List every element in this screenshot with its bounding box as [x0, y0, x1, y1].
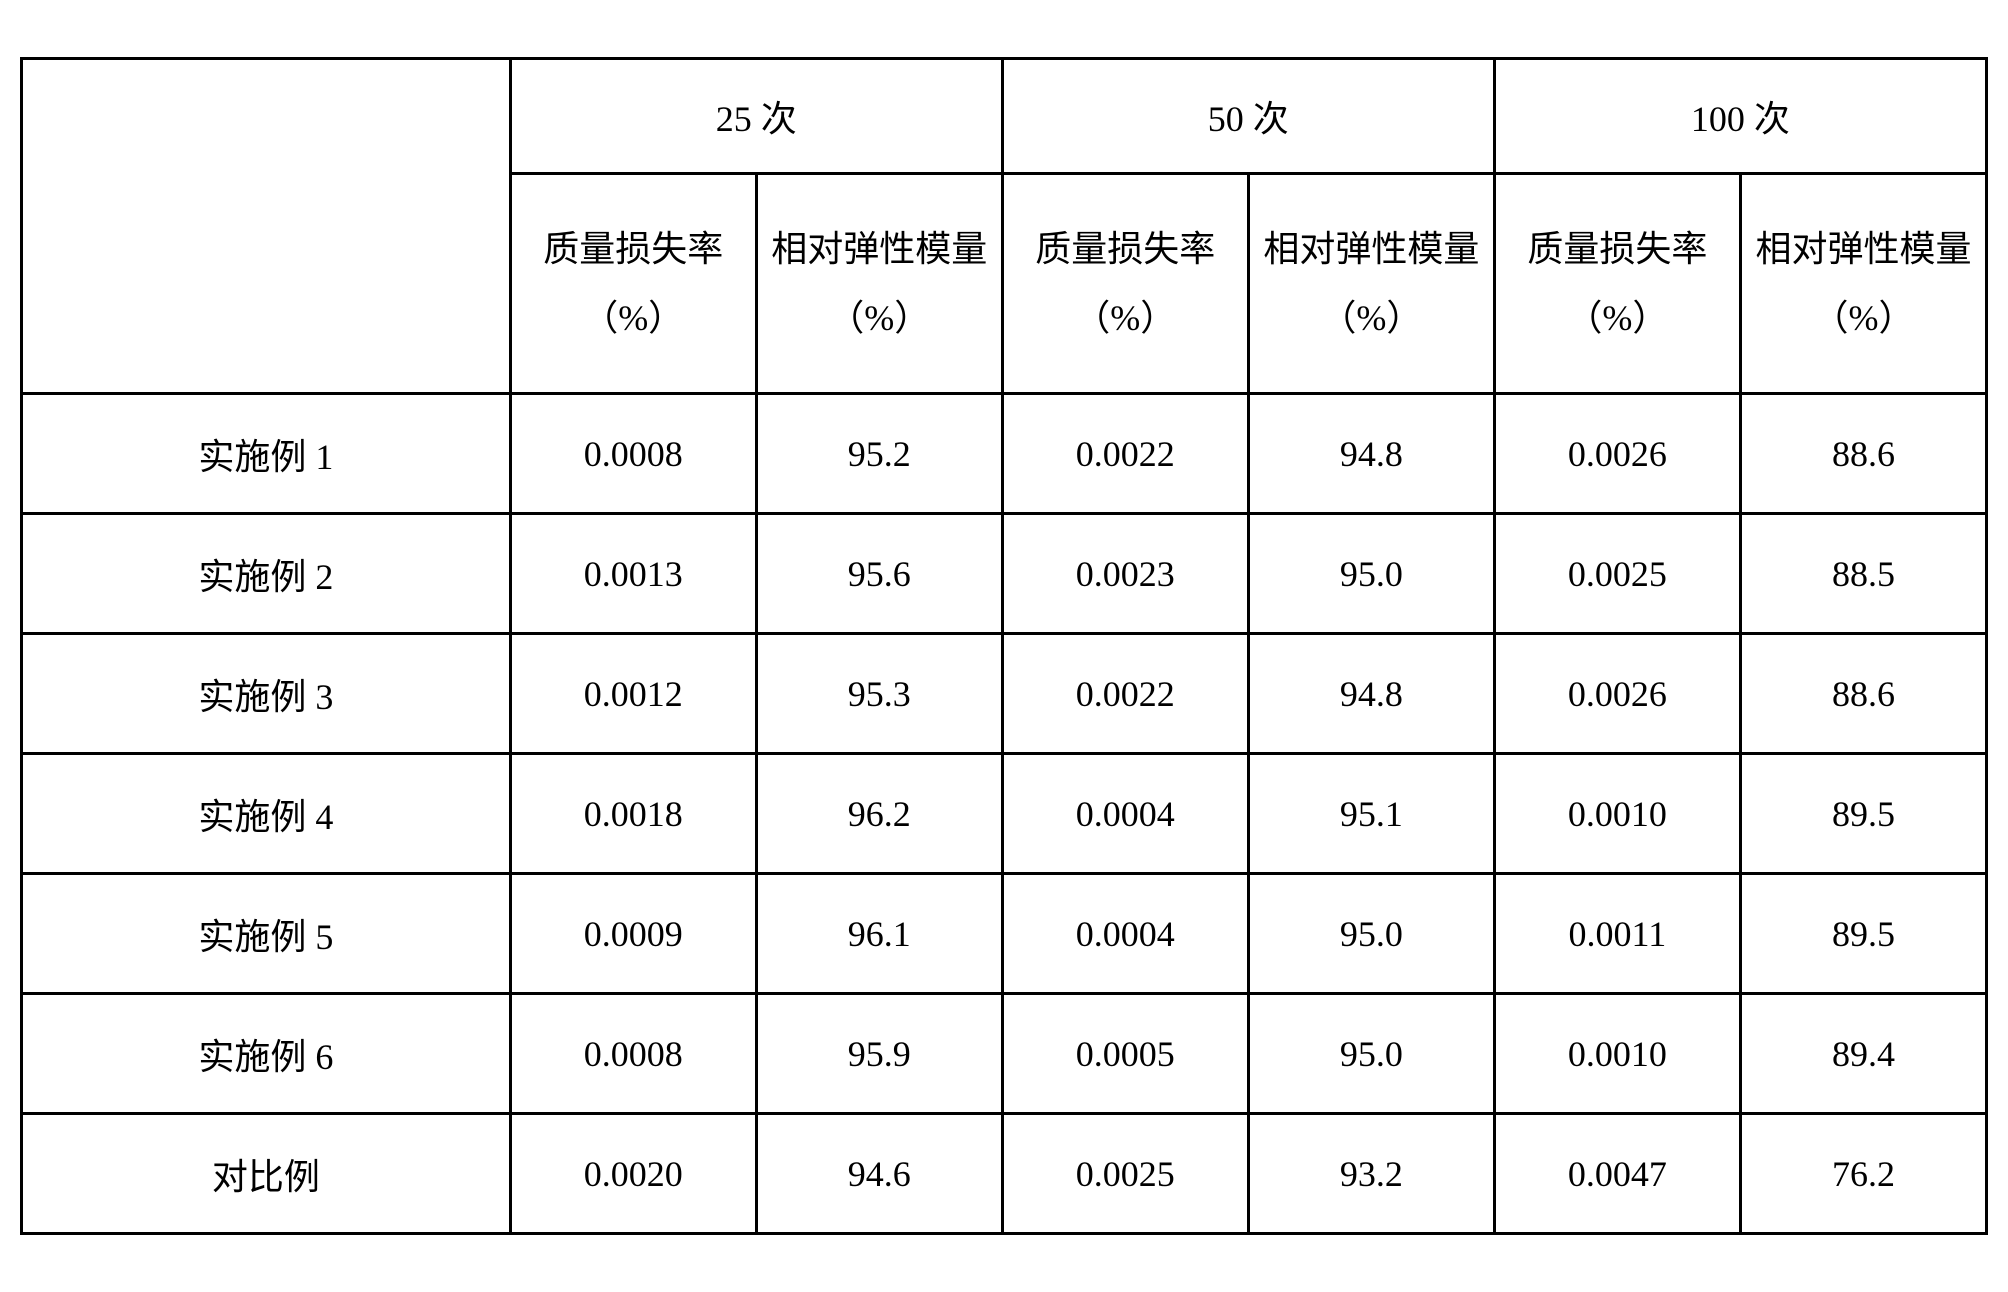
cell: 95.0: [1248, 874, 1494, 994]
cell: 89.5: [1740, 874, 1986, 994]
cell: 0.0009: [510, 874, 756, 994]
cell: 89.5: [1740, 754, 1986, 874]
table-row: 实施例 5 0.0009 96.1 0.0004 95.0 0.0011 89.…: [22, 874, 1987, 994]
cell: 0.0004: [1002, 754, 1248, 874]
cell: 0.0022: [1002, 394, 1248, 514]
cell: 94.6: [756, 1114, 1002, 1234]
table-row: 实施例 1 0.0008 95.2 0.0022 94.8 0.0026 88.…: [22, 394, 1987, 514]
row-label: 实施例 4: [22, 754, 511, 874]
cell: 95.0: [1248, 994, 1494, 1114]
cell: 0.0018: [510, 754, 756, 874]
header-group-25: 25 次: [510, 59, 1002, 174]
cell: 0.0005: [1002, 994, 1248, 1114]
subheader-mass-loss-100: 质量损失率（%）: [1494, 174, 1740, 394]
subheader-mass-loss-25: 质量损失率（%）: [510, 174, 756, 394]
cell: 0.0047: [1494, 1114, 1740, 1234]
cell: 0.0008: [510, 994, 756, 1114]
header-row-top: 25 次 50 次 100 次: [22, 59, 1987, 174]
cell: 0.0020: [510, 1114, 756, 1234]
table-row: 实施例 6 0.0008 95.9 0.0005 95.0 0.0010 89.…: [22, 994, 1987, 1114]
row-label: 实施例 3: [22, 634, 511, 754]
cell: 88.6: [1740, 394, 1986, 514]
cell: 0.0025: [1494, 514, 1740, 634]
cell: 88.6: [1740, 634, 1986, 754]
table-container: 25 次 50 次 100 次 质量损失率（%） 相对弹性模量（%） 质量损失率…: [0, 37, 2008, 1255]
cell: 0.0022: [1002, 634, 1248, 754]
cell: 95.3: [756, 634, 1002, 754]
table-body: 实施例 1 0.0008 95.2 0.0022 94.8 0.0026 88.…: [22, 394, 1987, 1234]
cell: 95.2: [756, 394, 1002, 514]
cell: 88.5: [1740, 514, 1986, 634]
cell: 0.0023: [1002, 514, 1248, 634]
subheader-elastic-100: 相对弹性模量（%）: [1740, 174, 1986, 394]
cell: 76.2: [1740, 1114, 1986, 1234]
row-label: 实施例 2: [22, 514, 511, 634]
table-row: 实施例 2 0.0013 95.6 0.0023 95.0 0.0025 88.…: [22, 514, 1987, 634]
cell: 95.9: [756, 994, 1002, 1114]
subheader-mass-loss-50: 质量损失率（%）: [1002, 174, 1248, 394]
cell: 95.6: [756, 514, 1002, 634]
header-empty-cell: [22, 59, 511, 394]
cell: 93.2: [1248, 1114, 1494, 1234]
cell: 0.0010: [1494, 994, 1740, 1114]
subheader-elastic-50: 相对弹性模量（%）: [1248, 174, 1494, 394]
header-group-100: 100 次: [1494, 59, 1986, 174]
cell: 0.0025: [1002, 1114, 1248, 1234]
cell: 96.2: [756, 754, 1002, 874]
table-row: 对比例 0.0020 94.6 0.0025 93.2 0.0047 76.2: [22, 1114, 1987, 1234]
table-row: 实施例 3 0.0012 95.3 0.0022 94.8 0.0026 88.…: [22, 634, 1987, 754]
cell: 0.0026: [1494, 634, 1740, 754]
cell: 89.4: [1740, 994, 1986, 1114]
cell: 0.0012: [510, 634, 756, 754]
subheader-elastic-25: 相对弹性模量（%）: [756, 174, 1002, 394]
cell: 94.8: [1248, 394, 1494, 514]
cell: 0.0004: [1002, 874, 1248, 994]
cell: 0.0008: [510, 394, 756, 514]
row-label: 对比例: [22, 1114, 511, 1234]
cell: 0.0013: [510, 514, 756, 634]
row-label: 实施例 5: [22, 874, 511, 994]
row-label: 实施例 6: [22, 994, 511, 1114]
cell: 95.1: [1248, 754, 1494, 874]
cell: 96.1: [756, 874, 1002, 994]
header-group-50: 50 次: [1002, 59, 1494, 174]
row-label: 实施例 1: [22, 394, 511, 514]
cell: 0.0011: [1494, 874, 1740, 994]
cell: 0.0026: [1494, 394, 1740, 514]
cell: 94.8: [1248, 634, 1494, 754]
cell: 0.0010: [1494, 754, 1740, 874]
cell: 95.0: [1248, 514, 1494, 634]
data-table: 25 次 50 次 100 次 质量损失率（%） 相对弹性模量（%） 质量损失率…: [20, 57, 1988, 1235]
table-row: 实施例 4 0.0018 96.2 0.0004 95.1 0.0010 89.…: [22, 754, 1987, 874]
